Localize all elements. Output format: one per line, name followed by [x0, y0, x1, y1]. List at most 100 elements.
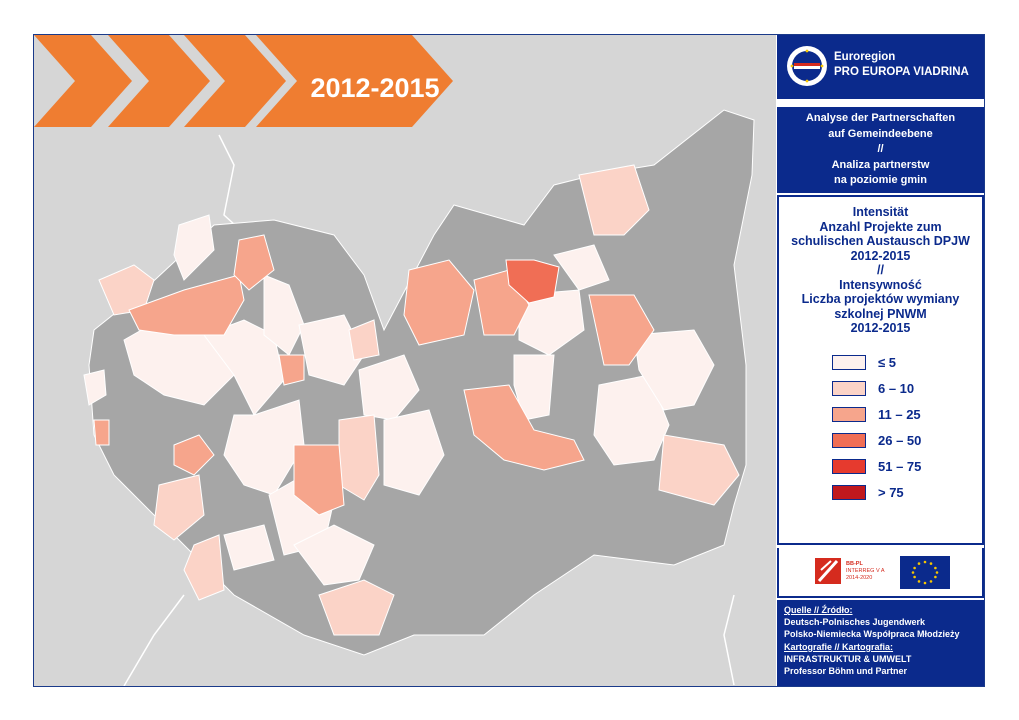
border-line	[723, 594, 735, 686]
municipality	[233, 234, 275, 291]
legend-box: Intensität Anzahl Projekte zum schulisch…	[777, 195, 984, 545]
municipality	[128, 274, 245, 336]
organization-box: Euroregion PRO EUROPA VIADRINA	[777, 35, 984, 99]
interreg-text-2: INTERREG V A	[846, 568, 885, 574]
municipality	[348, 319, 380, 361]
legend-label: ≤ 5	[878, 355, 896, 370]
map-graphic	[34, 35, 755, 686]
municipality	[403, 259, 475, 346]
municipality	[383, 409, 445, 496]
legend-title: Intensität Anzahl Projekte zum schulisch…	[779, 205, 982, 336]
source-box: Quelle // Źródło: Deutsch-Polnisches Jug…	[777, 600, 984, 686]
municipality	[578, 164, 650, 236]
title-pl-1: Analiza partnerstw	[831, 158, 930, 171]
source-line2: Polsko-Niemiecka Współpraca Młodzieży	[784, 629, 960, 640]
municipality	[293, 524, 375, 586]
municipality	[358, 354, 420, 421]
legend-swatch	[832, 433, 866, 448]
municipality	[278, 354, 305, 386]
legend-label: 51 – 75	[878, 459, 922, 474]
euroregion-logo-icon	[787, 46, 827, 86]
legend-row: 26 – 50	[832, 433, 972, 451]
class-le5-municipalities	[83, 214, 715, 586]
source-label: Quelle // Źródło:	[784, 605, 853, 615]
municipality	[93, 419, 110, 446]
legend-row: > 75	[832, 485, 972, 503]
cartography-label: Kartografie // Kartografia:	[784, 641, 894, 652]
title-de-2: auf Gemeindeebene	[828, 127, 933, 140]
interreg-text-1: BB-PL	[846, 561, 863, 567]
legend-title-line: Liczba projektów wymiany	[801, 292, 960, 306]
municipality	[588, 294, 655, 366]
legend-label: 11 – 25	[878, 407, 921, 422]
map-frame: 2012-2015 Euroregion PRO EUROPA VIADRINA…	[33, 34, 985, 687]
legend-title-line: szkolnej PNWM	[834, 306, 927, 321]
municipality	[98, 264, 155, 316]
chevron	[34, 35, 132, 127]
funding-logos-box: BB-PL INTERREG V A 2014-2020	[777, 548, 984, 598]
legend-row: 11 – 25	[832, 407, 972, 425]
municipality	[183, 534, 225, 601]
title-pl-2: na poziomie gmin	[834, 174, 927, 186]
class-26-50-municipalities	[505, 259, 560, 304]
legend-title-line: 2012-2015	[850, 248, 911, 263]
legend-row: 6 – 10	[832, 381, 972, 399]
municipality	[505, 259, 560, 304]
info-panel: Euroregion PRO EUROPA VIADRINA Analyse d…	[777, 35, 984, 686]
legend-title-line: Intensität	[852, 205, 909, 219]
border-line	[123, 594, 185, 686]
legend-swatch	[832, 459, 866, 474]
legend-title-line: //	[877, 263, 884, 277]
legend-row: 51 – 75	[832, 459, 972, 477]
choropleth-map: 2012-2015	[34, 35, 776, 686]
legend-title-line: 2012-2015	[850, 321, 911, 335]
eu-flag-icon	[900, 556, 950, 589]
class-6-10-municipalities	[98, 164, 740, 636]
legend-row: ≤ 5	[832, 355, 972, 373]
municipality	[153, 474, 205, 541]
title-de-1: Analyse der Partnerschaften	[805, 112, 956, 124]
source-line1: Deutsch-Polnisches Jugendwerk	[784, 617, 926, 628]
municipality	[633, 329, 715, 411]
interreg-text-3: 2014-2020	[846, 575, 872, 581]
interreg-logo-icon: BB-PL INTERREG V A 2014-2020	[815, 558, 885, 584]
logos-graphic: BB-PL INTERREG V A 2014-2020	[815, 556, 950, 589]
municipality	[463, 384, 585, 471]
chevron	[184, 35, 286, 127]
legend-title-line: Anzahl Projekte zum	[819, 219, 942, 234]
border-line	[218, 134, 247, 236]
municipality	[658, 434, 740, 506]
municipality	[518, 289, 585, 356]
legend-label: > 75	[878, 485, 904, 500]
legend-label: 26 – 50	[878, 433, 922, 448]
municipality	[553, 244, 610, 291]
cartography-line1: INFRASTRUKTUR & UMWELT	[784, 653, 912, 664]
year-range-label: 2012-2015	[310, 73, 440, 103]
organization-name: Euroregion PRO EUROPA VIADRINA	[834, 50, 969, 80]
chevron	[108, 35, 210, 127]
legend-swatch	[832, 485, 866, 500]
municipality	[173, 434, 215, 476]
analysis-title-box: Analyse der Partnerschaften auf Gemeinde…	[777, 107, 984, 193]
legend-title-line: Intensywność	[839, 277, 922, 292]
org-line1: Euroregion	[834, 51, 896, 63]
legend-swatch	[832, 355, 866, 370]
municipality	[298, 314, 365, 386]
legend-swatch	[832, 381, 866, 396]
class-11-25-municipalities	[93, 234, 655, 516]
municipality	[293, 444, 345, 516]
chevron-label-bg	[256, 35, 453, 127]
cartography-line2: Professor Böhm und Partner	[784, 666, 908, 677]
municipality	[513, 354, 555, 421]
municipality	[83, 369, 107, 406]
legend-title-line: schulischen Austausch DPJW	[791, 234, 970, 248]
municipality	[223, 399, 305, 496]
municipality	[173, 214, 215, 281]
legend-swatch	[832, 407, 866, 422]
municipality	[318, 579, 395, 636]
legend-label: 6 – 10	[878, 381, 915, 396]
municipality	[263, 274, 305, 356]
org-line2: PRO EUROPA VIADRINA	[834, 66, 969, 78]
title-separator: //	[877, 143, 884, 155]
municipality	[223, 524, 275, 571]
